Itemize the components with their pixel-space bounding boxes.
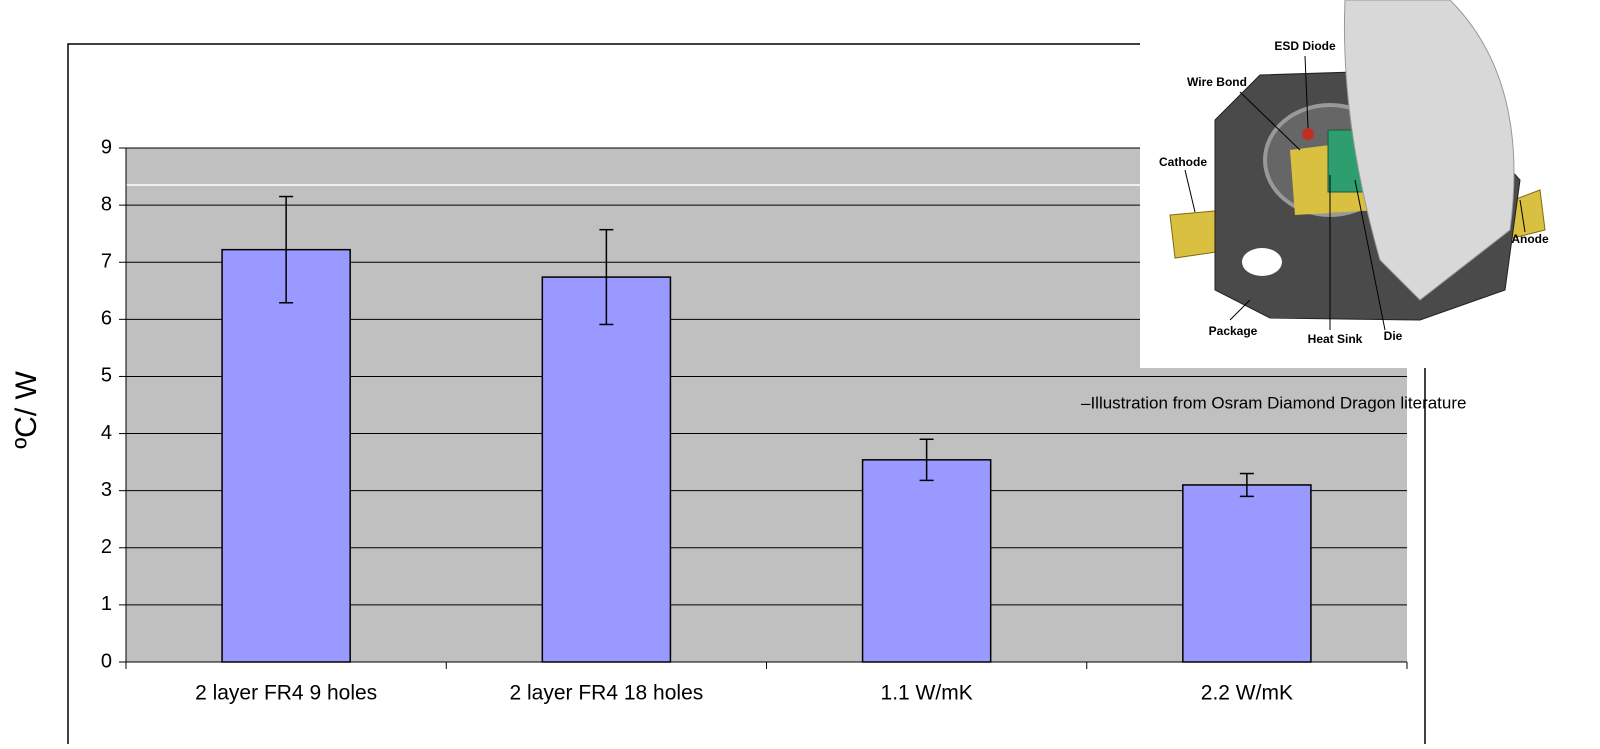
y-tick-label: 2 xyxy=(101,536,112,558)
error-bar xyxy=(1239,472,1254,498)
illustration-label: Wire Bond xyxy=(1187,75,1247,89)
y-tick-label: 1 xyxy=(101,593,112,615)
x-tick-label: 1.1 W/mK xyxy=(881,682,973,705)
error-bar xyxy=(599,228,614,326)
y-tick-label: 9 xyxy=(101,136,112,158)
error-bar xyxy=(279,195,294,304)
y-tick-label: 8 xyxy=(101,193,112,215)
y-tick-label: 0 xyxy=(101,650,112,672)
esd-diode xyxy=(1302,128,1314,140)
bar xyxy=(1182,484,1312,663)
y-axis-label: ºC/ W xyxy=(10,371,43,449)
x-tick-label: 2 layer FR4 9 holes xyxy=(195,682,377,705)
illustration: ESD Diode Wire Bond Cathode Anode Package Hea… xyxy=(1140,0,1549,368)
x-tick-label: 2.2 W/mK xyxy=(1201,682,1293,705)
x-tick-label: 2 layer FR4 18 holes xyxy=(509,682,703,705)
leader-lines xyxy=(1184,55,1526,331)
illustration-label: Cathode xyxy=(1159,155,1207,169)
mount-hole xyxy=(1242,248,1282,276)
bar xyxy=(541,276,672,663)
annotation: –Illustration from Osram Diamond Dragon … xyxy=(1081,393,1466,412)
y-tick-label: 7 xyxy=(101,251,112,273)
bar xyxy=(861,459,992,663)
illustration-label: ESD Diode xyxy=(1274,39,1336,53)
illustration-label: Heat Sink xyxy=(1308,332,1363,346)
y-tick-label: 5 xyxy=(101,365,112,387)
y-tick-label: 6 xyxy=(101,308,112,330)
y-tick-label: 3 xyxy=(101,479,112,501)
illustration-label: Package xyxy=(1209,324,1258,338)
illustration-label: Die xyxy=(1384,329,1403,343)
error-bar xyxy=(919,438,934,482)
lens-dome xyxy=(1343,0,1515,301)
y-tick-label: 4 xyxy=(101,422,112,444)
illustration-label: Anode xyxy=(1511,232,1549,246)
bar xyxy=(221,248,351,663)
